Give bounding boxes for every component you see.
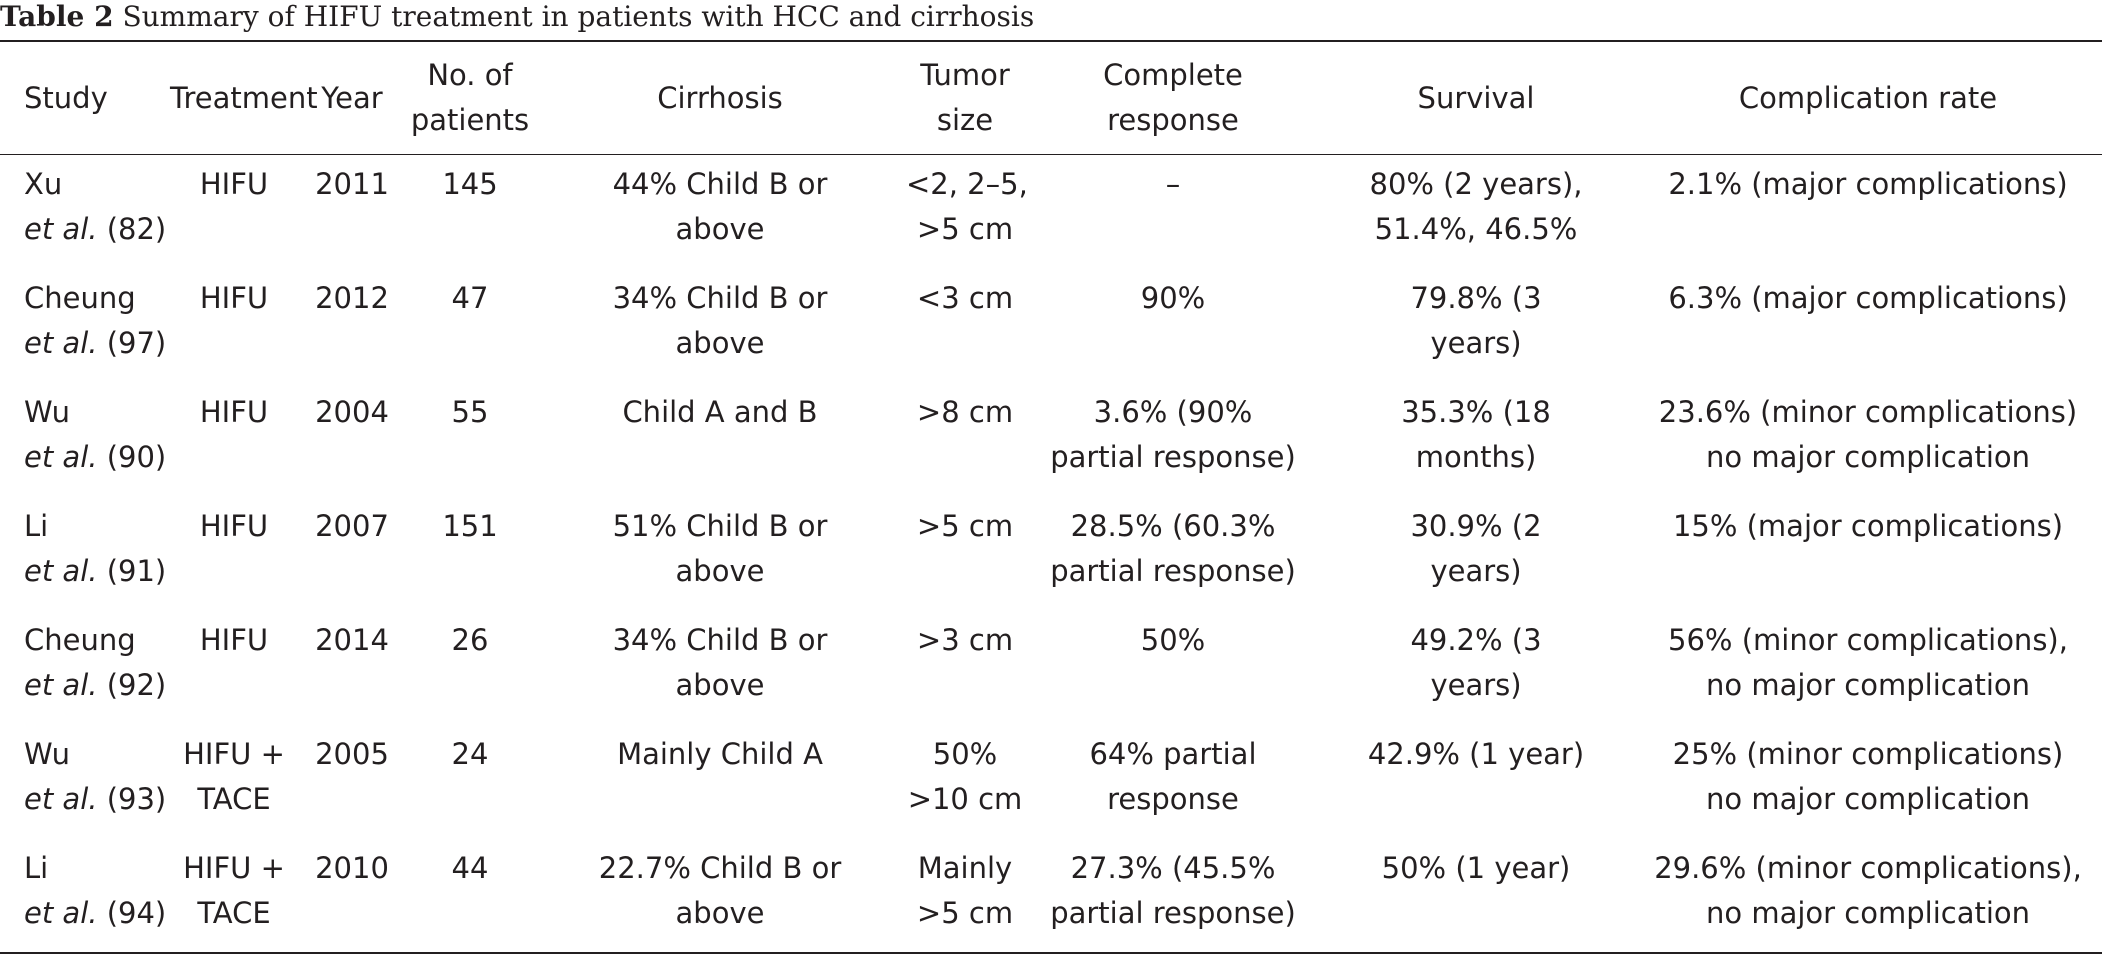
header-year: Year xyxy=(321,80,383,115)
header-treatment: Treatment xyxy=(170,80,318,115)
cell-survival: 30.9% (2 years) xyxy=(1410,508,1542,588)
cell-complete-response: 28.5% (60.3% partial response) xyxy=(1050,508,1296,588)
cell-complication-rate: 29.6% (minor complications), no major com… xyxy=(1654,850,2082,930)
cell-treatment: HIFU + TACE xyxy=(183,850,285,930)
cell-tumor-size: >8 cm xyxy=(916,394,1014,429)
cell-survival: 35.3% (18 months) xyxy=(1401,394,1551,474)
cell-cirrhosis: Mainly Child A xyxy=(617,736,823,771)
table-row: Li et al. (91) HIFU 2007 151 51% Child B or ab… xyxy=(0,497,2102,611)
cell-cirrhosis: 22.7% Child B or above xyxy=(598,850,842,930)
cell-treatment: HIFU + TACE xyxy=(183,736,285,816)
cell-survival: 79.8% (3 years) xyxy=(1410,280,1542,360)
table-row: Cheung et al. (97) HIFU 2012 47 34% Child B o… xyxy=(0,269,2102,383)
cell-survival: 49.2% (3 years) xyxy=(1410,622,1542,702)
header-tumor-size: Tumor size xyxy=(920,58,1010,137)
cell-study: Li et al. (94) xyxy=(24,850,167,930)
cell-treatment: HIFU xyxy=(199,622,269,657)
cell-year: 2010 xyxy=(315,850,389,885)
cell-tumor-size: 50% >10 cm xyxy=(907,736,1023,816)
cell-patients: 24 xyxy=(451,736,489,771)
cell-complete-response: 3.6% (90% partial response) xyxy=(1050,394,1296,474)
table-body: Xu et al. (82) HIFU 2011 145 44% Child B or ab… xyxy=(0,155,2102,953)
cell-tumor-size: <2, 2–5, >5 cm xyxy=(906,167,1028,246)
cell-treatment: HIFU xyxy=(199,280,269,315)
cell-cirrhosis: 44% Child B or above xyxy=(612,167,828,246)
cell-tumor-size: <3 cm xyxy=(916,280,1014,315)
cell-cirrhosis: 34% Child B or above xyxy=(612,280,828,360)
cell-year: 2005 xyxy=(315,736,389,771)
cell-tumor-size: >3 cm xyxy=(916,622,1014,657)
header-cirrhosis: Cirrhosis xyxy=(657,80,783,115)
cell-complete-response: 50% xyxy=(1140,622,1206,657)
cell-study: Li et al. (91) xyxy=(24,508,167,588)
table-row: Cheung et al. (92) HIFU 2014 26 34% Child B o… xyxy=(0,611,2102,725)
cell-complete-response: 27.3% (45.5% partial response) xyxy=(1050,850,1296,930)
table-caption-label: Table 2 xyxy=(0,0,114,33)
cell-patients: 47 xyxy=(451,280,489,315)
table-caption: Table 2 Summary of HIFU treatment in pat… xyxy=(0,0,1034,38)
table-row: Li et al. (94) HIFU + TACE 2010 44 22.7% Child… xyxy=(0,839,2102,953)
cell-complication-rate: 2.1% (major complications) xyxy=(1668,167,2068,201)
cell-year: 2014 xyxy=(315,622,389,657)
cell-treatment: HIFU xyxy=(199,508,269,543)
table-header-row: Study Treatment Year No. of patients Cirr… xyxy=(0,41,2102,155)
header-patients: No. of patients xyxy=(410,58,530,137)
cell-cirrhosis: 51% Child B or above xyxy=(612,508,828,588)
cell-complication-rate: 6.3% (major complications) xyxy=(1668,280,2068,315)
cell-study: Wu et al. (93) xyxy=(24,736,167,816)
table-row: Wu et al. (93) HIFU + TACE 2005 24 Mainly Chil… xyxy=(0,725,2102,839)
header-study: Study xyxy=(24,80,108,115)
cell-study: Cheung et al. (97) xyxy=(24,280,167,360)
table-row: Wu et al. (90) HIFU 2004 55 Child A and B >8 c… xyxy=(0,383,2102,497)
cell-tumor-size: Mainly >5 cm xyxy=(916,850,1014,930)
cell-patients: 145 xyxy=(442,167,498,201)
cell-patients: 26 xyxy=(451,622,489,657)
cell-complete-response: – xyxy=(1165,167,1181,201)
cell-year: 2004 xyxy=(315,394,389,429)
cell-cirrhosis: 34% Child B or above xyxy=(612,622,828,702)
cell-cirrhosis: Child A and B xyxy=(622,394,818,429)
cell-complication-rate: 23.6% (minor complications) no major comp… xyxy=(1658,394,2078,474)
cell-survival: 80% (2 years), 51.4%, 46.5% xyxy=(1369,167,1583,246)
cell-complication-rate: 56% (minor complications), no major compl… xyxy=(1668,622,2068,702)
cell-patients: 151 xyxy=(442,508,498,543)
cell-complete-response: 64% partial response xyxy=(1089,736,1257,816)
cell-study: Xu et al. (82) xyxy=(24,167,167,246)
header-complete-response: Complete response xyxy=(1103,58,1243,137)
cell-treatment: HIFU xyxy=(199,167,269,201)
cell-complication-rate: 15% (major complications) xyxy=(1672,508,2064,543)
cell-study: Wu et al. (90) xyxy=(24,394,167,474)
cell-year: 2007 xyxy=(315,508,389,543)
header-survival: Survival xyxy=(1417,80,1535,115)
table-row: Xu et al. (82) HIFU 2011 145 44% Child B or ab… xyxy=(0,155,2102,269)
cell-year: 2011 xyxy=(315,167,389,201)
cell-survival: 42.9% (1 year) xyxy=(1367,736,1585,771)
cell-complete-response: 90% xyxy=(1140,280,1206,315)
cell-complication-rate: 25% (minor complications) no major compli… xyxy=(1672,736,2064,816)
cell-patients: 44 xyxy=(451,850,489,885)
cell-survival: 50% (1 year) xyxy=(1381,850,1571,885)
cell-year: 2012 xyxy=(315,280,389,315)
summary-table: Study Treatment Year No. of patients Cirr… xyxy=(0,40,2102,954)
cell-patients: 55 xyxy=(451,394,489,429)
header-complication-rate: Complication rate xyxy=(1738,80,1998,115)
cell-tumor-size: >5 cm xyxy=(916,508,1014,543)
cell-treatment: HIFU xyxy=(199,394,269,429)
table-caption-text: Summary of HIFU treatment in patients wi… xyxy=(122,0,1035,33)
cell-study: Cheung et al. (92) xyxy=(24,622,167,702)
